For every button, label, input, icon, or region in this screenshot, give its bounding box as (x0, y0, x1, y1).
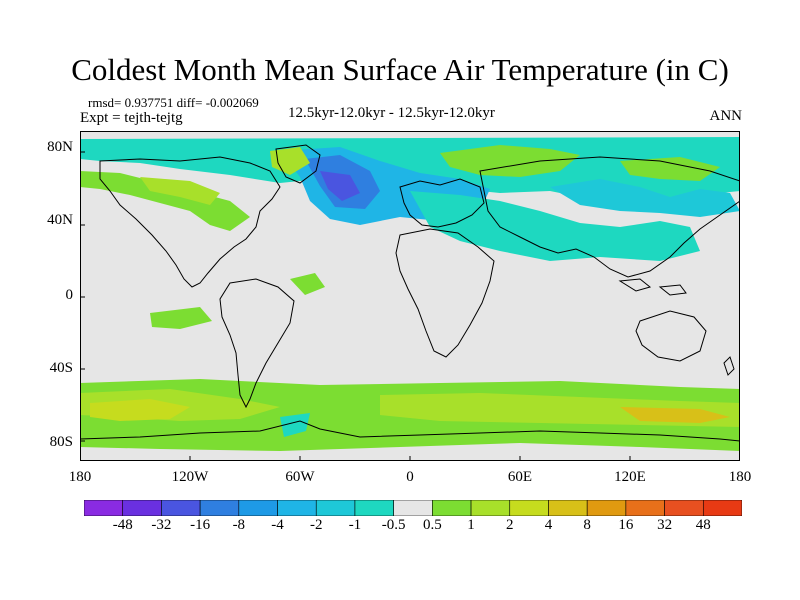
africa-coast (395, 228, 495, 358)
lat-label-80s: 80S (49, 434, 73, 450)
anomaly-field (80, 137, 740, 451)
colorbar-label: 32 (657, 517, 673, 533)
lat-label-40n: 40N (47, 212, 73, 228)
greenland-coast (275, 144, 321, 184)
australia-coast (635, 310, 707, 362)
axis-ticks (80, 151, 631, 461)
europe-coast (399, 178, 485, 228)
colorbar-swatch (393, 500, 433, 516)
coastlines (80, 144, 740, 442)
north-america-coast (99, 156, 281, 288)
colorbar-swatch (122, 500, 162, 516)
east-siberia-green (620, 157, 720, 181)
colorbar-label: 0.5 (422, 517, 442, 533)
central-asia-cyan (550, 179, 740, 217)
colorbar-label: -1 (348, 517, 362, 533)
eurasia-cyan (410, 191, 700, 261)
colorbar-label: 4 (544, 517, 553, 533)
lon-label-60w: 60W (285, 469, 315, 485)
colorbar-label: -2 (309, 517, 323, 533)
colorbar-swatch (664, 500, 704, 516)
colorbar-swatch (509, 500, 549, 516)
colorbar-swatch (238, 500, 278, 516)
siberia-green (440, 145, 580, 177)
colorbar-label: 16 (618, 517, 634, 533)
indonesia-coast (618, 278, 687, 296)
south-america-coast (219, 278, 295, 409)
asia-coast (479, 156, 740, 278)
brazil-green-patch (290, 273, 325, 295)
colorbar-swatch (315, 500, 356, 516)
period-label: 12.5kyr-12.0kyr - 12.5kyr-12.0kyr (288, 105, 495, 121)
season-label: ANN (709, 108, 743, 124)
colorbar-label: -16 (190, 517, 211, 533)
colorbar-label: -32 (151, 517, 172, 533)
lat-label-80n: 80N (47, 139, 73, 155)
colorbar-swatch (470, 500, 511, 516)
colorbar-label: -48 (112, 517, 133, 533)
southern-ocean-orange-east (620, 407, 730, 423)
colorbar-label: -0.5 (381, 517, 406, 533)
experiment-label: Expt = tejth-tejtg (80, 110, 183, 126)
lon-label-60e: 60E (507, 469, 533, 485)
colorbar (84, 500, 742, 516)
stats-line: rmsd= 0.937751 diff= -0.002069 (88, 95, 259, 110)
colorbar-swatch (432, 500, 472, 516)
world-map-panel (80, 131, 740, 461)
colorbar-label: 8 (583, 517, 591, 533)
colorbar-swatch (354, 500, 394, 516)
pacific-green-patch (150, 307, 212, 329)
colorbar-swatch (586, 500, 627, 516)
lon-label-180w: 180 (68, 469, 92, 485)
colorbar-swatch (161, 500, 201, 516)
southern-ocean-orange-core (90, 399, 190, 421)
colorbar-label: 1 (467, 517, 475, 533)
greenland-green (270, 147, 310, 175)
colorbar-swatch (625, 500, 665, 516)
antarctic-coastal-cyan (280, 413, 310, 437)
lon-label-120e: 120E (614, 469, 646, 485)
colorbar-swatch (702, 500, 742, 516)
north-atlantic-deep (320, 171, 360, 201)
lon-label-0: 0 (406, 469, 414, 485)
lat-label-40s: 40S (49, 360, 73, 376)
canada-yellowgreen (140, 177, 220, 205)
antarctica-coast (80, 420, 740, 442)
colorbar-swatch (84, 500, 124, 516)
colorbar-swatch (548, 500, 588, 516)
lon-label-120w: 120W (171, 469, 209, 485)
colorbar-label: 2 (506, 517, 514, 533)
colorbar-swatch (199, 500, 240, 516)
colorbar-label: -4 (271, 517, 284, 533)
lon-label-180e: 180 (728, 469, 752, 485)
north-america-green (80, 171, 250, 231)
new-zealand-coast (723, 356, 735, 376)
colorbar-label: 48 (695, 517, 711, 533)
map-title: Coldest Month Mean Surface Air Temperatu… (71, 52, 729, 87)
lat-label-equator: 0 (65, 287, 74, 303)
colorbar-swatch (277, 500, 317, 516)
colorbar-label: -8 (232, 517, 246, 533)
